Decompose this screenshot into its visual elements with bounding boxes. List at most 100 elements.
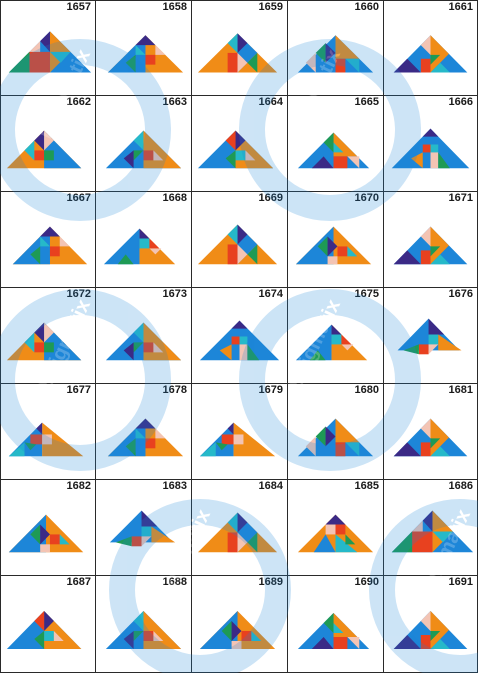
tangram-figure bbox=[197, 512, 278, 553]
puzzle-cell: 1659 bbox=[192, 0, 288, 96]
tangram-piece bbox=[151, 526, 176, 543]
puzzle-cell: 1663 bbox=[96, 96, 192, 192]
tangram-piece bbox=[430, 446, 450, 457]
tangram-piece bbox=[143, 631, 154, 641]
tangram-piece bbox=[231, 621, 242, 641]
tangram-piece bbox=[233, 434, 244, 445]
tangram-piece bbox=[235, 150, 246, 161]
tangram-piece bbox=[345, 442, 360, 457]
puzzle-cell: 1671 bbox=[384, 192, 478, 288]
tangram-piece bbox=[393, 58, 421, 73]
tangram-piece bbox=[393, 250, 421, 265]
tangram-piece bbox=[335, 418, 360, 443]
puzzle-cell: 1674 bbox=[192, 288, 288, 384]
tangram-piece bbox=[145, 54, 156, 65]
tangram-piece bbox=[430, 54, 441, 65]
puzzle-number: 1691 bbox=[448, 576, 473, 588]
tangram-piece bbox=[420, 226, 431, 247]
tangram-piece bbox=[341, 334, 352, 345]
tangram-piece bbox=[231, 336, 240, 345]
tangram-figure bbox=[6, 130, 82, 169]
tangram-figure bbox=[297, 613, 370, 649]
tangram-piece bbox=[225, 150, 236, 169]
tangram-piece bbox=[327, 256, 338, 265]
tangram-piece bbox=[327, 236, 338, 257]
tangram-figure bbox=[199, 320, 280, 361]
tangram-piece bbox=[149, 248, 162, 255]
tangram-piece bbox=[335, 524, 346, 535]
tangram-piece bbox=[34, 130, 45, 151]
tangram-piece bbox=[428, 334, 439, 345]
tangram-piece bbox=[239, 344, 248, 361]
puzzle-cell: 1682 bbox=[0, 480, 96, 576]
tangram-piece bbox=[145, 438, 156, 449]
tangram-piece bbox=[141, 510, 158, 527]
tangram-piece bbox=[247, 52, 258, 73]
tangram-piece bbox=[123, 150, 134, 169]
puzzle-number: 1676 bbox=[448, 288, 473, 300]
tangram-piece bbox=[44, 130, 54, 151]
tangram-piece bbox=[34, 322, 45, 343]
tangram-piece bbox=[391, 531, 413, 553]
tangram-piece bbox=[40, 31, 50, 52]
puzzle-cell: 1683 bbox=[96, 480, 192, 576]
tangram-figure bbox=[297, 514, 374, 553]
puzzle-number: 1657 bbox=[66, 1, 91, 13]
tangram-piece bbox=[221, 434, 234, 445]
puzzle-number: 1677 bbox=[66, 384, 91, 396]
puzzle-number: 1672 bbox=[66, 288, 91, 300]
tangram-piece bbox=[412, 520, 423, 532]
puzzle-cell: 1675 bbox=[288, 288, 384, 384]
tangram-piece bbox=[335, 534, 358, 553]
tangram-piece bbox=[133, 130, 144, 151]
tangram-piece bbox=[315, 426, 326, 447]
tangram-piece bbox=[49, 51, 71, 63]
puzzle-cell: 1686 bbox=[384, 480, 478, 576]
tangram-piece bbox=[153, 150, 164, 161]
puzzle-number: 1659 bbox=[258, 1, 283, 13]
tangram-piece bbox=[227, 224, 238, 245]
puzzle-cell: 1664 bbox=[192, 96, 288, 192]
tangram-piece bbox=[430, 639, 450, 649]
tangram-piece bbox=[237, 33, 248, 53]
puzzle-cell: 1691 bbox=[384, 576, 478, 673]
tangram-figure bbox=[199, 422, 276, 457]
tangram-piece bbox=[199, 611, 238, 649]
tangram-piece bbox=[430, 418, 449, 457]
puzzle-cell: 1673 bbox=[96, 288, 192, 384]
tangram-piece bbox=[44, 342, 54, 353]
tangram-piece bbox=[311, 637, 334, 649]
puzzle-cell: 1662 bbox=[0, 96, 96, 192]
tangram-piece bbox=[430, 254, 450, 265]
puzzle-number: 1688 bbox=[162, 576, 187, 588]
puzzle-number: 1689 bbox=[258, 576, 283, 588]
tangram-piece bbox=[44, 322, 54, 343]
tangram-piece bbox=[430, 438, 441, 449]
puzzle-number: 1661 bbox=[448, 1, 473, 13]
puzzle-number: 1670 bbox=[354, 192, 379, 204]
tangram-piece bbox=[30, 246, 41, 265]
puzzle-number: 1679 bbox=[258, 384, 283, 396]
tangram-piece bbox=[430, 611, 449, 649]
tangram-piece bbox=[49, 534, 60, 545]
tangram-piece bbox=[432, 510, 453, 553]
tangram-piece bbox=[42, 434, 52, 445]
tangram-piece bbox=[215, 442, 228, 451]
puzzle-number: 1658 bbox=[162, 1, 187, 13]
tangram-piece bbox=[24, 332, 35, 353]
tangram-piece bbox=[295, 324, 332, 361]
tangram-figure bbox=[8, 422, 84, 457]
tangram-piece bbox=[430, 144, 439, 153]
tangram-piece bbox=[335, 58, 346, 73]
tangram-piece bbox=[347, 637, 360, 649]
tangram-piece bbox=[143, 322, 182, 361]
tangram-piece bbox=[422, 128, 439, 137]
tangram-piece bbox=[59, 236, 70, 247]
tangram-piece bbox=[115, 536, 132, 547]
tangram-piece bbox=[44, 611, 54, 631]
tangram-piece bbox=[225, 130, 236, 151]
tangram-piece bbox=[125, 438, 136, 457]
puzzle-number: 1686 bbox=[448, 480, 473, 492]
